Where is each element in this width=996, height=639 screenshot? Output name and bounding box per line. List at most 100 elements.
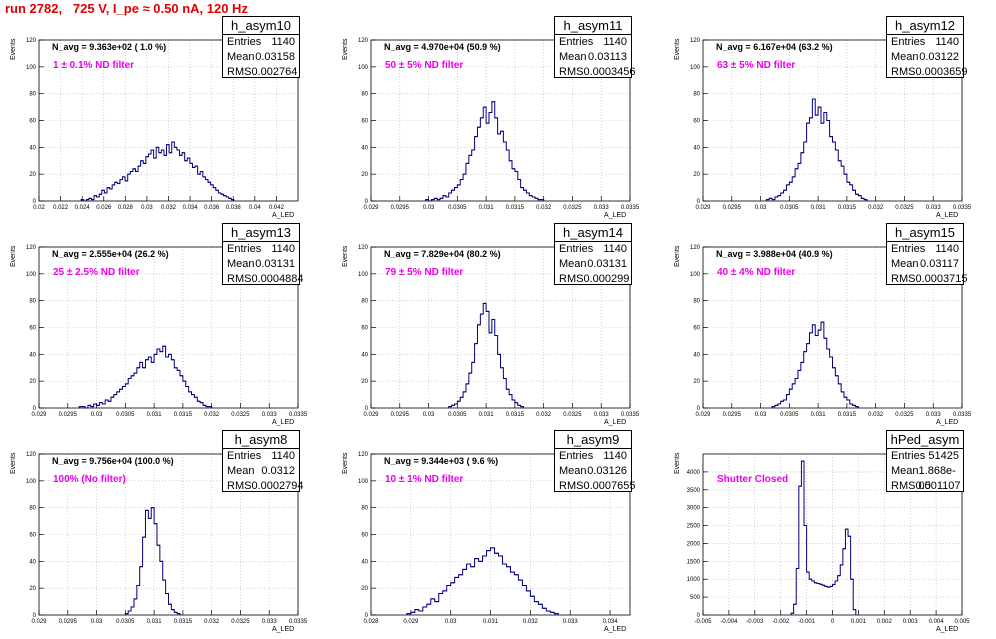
stats-title: h_asym12 [887, 17, 963, 35]
x-tick-label: 0.026 [96, 205, 112, 211]
x-axis-label: A_LED [604, 419, 627, 426]
y-tick-label: 100 [26, 272, 37, 278]
y-tick-label: 0 [33, 613, 37, 619]
y-tick-label: 0 [697, 199, 701, 205]
x-tick-label: 0.0315 [174, 619, 193, 625]
stats-row-rms: RMS 0.002764 [223, 65, 299, 80]
x-tick-label: 0.029 [403, 619, 419, 625]
x-tick-label: 0.033 [563, 619, 579, 625]
histogram-series [406, 547, 559, 615]
x-tick-label: 0.02 [33, 205, 45, 211]
x-tick-label: 0.031 [811, 412, 827, 418]
y-tick-label: 20 [29, 379, 36, 385]
stats-label-rms: RMS [559, 273, 584, 285]
x-tick-label: 0.0305 [448, 412, 467, 418]
histogram-plot: 0.029 0.0295 0.03 0.0305 0.031 0.0315 0.032 0.0… [690, 38, 972, 211]
x-tick-label: 0.032 [204, 412, 220, 418]
histogram-series [78, 345, 213, 409]
stats-row-entries: Entries 1140 [555, 35, 631, 50]
x-tick-label: 0.034 [183, 205, 199, 211]
y-tick-label: 100 [358, 65, 369, 71]
stats-row-mean: Mean 0.03117 [887, 257, 963, 272]
plot-frame [702, 246, 963, 409]
y-axis-label: Events [674, 38, 681, 60]
x-tick-label: 0.031 [479, 412, 495, 418]
y-tick-label: 80 [29, 299, 36, 305]
stats-label-entries: Entries [559, 243, 594, 255]
x-axis-label: A_LED [604, 212, 627, 219]
y-tick-label: 20 [361, 379, 368, 385]
stats-value-mean: 1.868e-05 [918, 465, 956, 492]
histogram-plot: 0.029 0.0295 0.03 0.0305 0.031 0.0315 0.032 0.0… [26, 245, 308, 418]
stats-value-entries: 1140 [603, 36, 627, 48]
y-tick-label: 1500 [687, 559, 701, 565]
stats-box: h_asym13 Entries 1140 Mean 0.03131 RMS 0.00048… [222, 223, 303, 285]
y-tick-label: 80 [693, 92, 700, 98]
x-axis-label: A_LED [936, 212, 959, 219]
stats-value-rms: 0.0003456 [583, 66, 636, 78]
y-axis-label: Events [674, 452, 681, 474]
x-tick-label: 0.0335 [289, 412, 308, 418]
y-tick-label: 20 [693, 379, 700, 385]
y-tick-label: 80 [29, 506, 36, 512]
y-tick-label: 60 [693, 119, 700, 125]
x-tick-label: 0 [831, 619, 835, 625]
stats-value-mean: 0.03113 [588, 51, 627, 63]
x-tick-label: -0.002 [772, 619, 790, 625]
x-tick-label: 0.033 [594, 412, 610, 418]
x-tick-label: 0.033 [262, 412, 278, 418]
stats-label-mean: Mean [891, 51, 919, 63]
x-tick-label: 0.03 [91, 619, 103, 625]
y-tick-label: 2500 [687, 524, 701, 530]
y-tick-label: 0 [365, 406, 369, 412]
stats-label-mean: Mean [891, 258, 919, 270]
y-tick-label: 4000 [687, 470, 701, 476]
y-tick-label: 40 [693, 352, 700, 358]
y-tick-label: 120 [26, 245, 37, 251]
stats-label-entries: Entries [891, 243, 926, 255]
x-tick-label: 0.0305 [116, 412, 135, 418]
x-tick-label: 0.003 [903, 619, 919, 625]
x-tick-label: 0.022 [53, 205, 69, 211]
plot-frame [702, 453, 963, 616]
x-tick-label: 0.031 [479, 205, 495, 211]
histogram-series [425, 101, 545, 202]
y-tick-label: 3500 [687, 488, 701, 494]
stats-label-entries: Entries [227, 243, 262, 255]
stats-row-mean: Mean 0.03131 [555, 257, 631, 272]
stats-box: h_asym15 Entries 1140 Mean 0.03117 RMS 0.00037… [886, 223, 967, 287]
histogram-panel-h_asym12: 0.029 0.0295 0.03 0.0305 0.031 0.0315 0.032 0.0… [664, 16, 996, 225]
filter-label: 40 ± 4% ND filter [717, 267, 796, 278]
x-tick-label: 0.03 [141, 205, 153, 211]
x-tick-label: 0.032 [536, 205, 552, 211]
y-tick-label: 120 [358, 245, 369, 251]
x-tick-label: 0.0305 [780, 205, 799, 211]
stats-value-rms: 0.0007655 [583, 480, 636, 492]
stats-row-rms: RMS 0.0003715 [887, 272, 967, 287]
y-tick-label: 40 [361, 352, 368, 358]
x-tick-label: -0.004 [720, 619, 738, 625]
x-axis-label: A_LED [272, 626, 295, 633]
y-tick-label: 80 [361, 92, 368, 98]
stats-value-entries: 1140 [603, 243, 627, 255]
stats-value-entries: 51425 [928, 450, 959, 462]
stats-row-mean: Mean 0.03122 [887, 50, 963, 65]
x-tick-label: 0.0325 [895, 412, 914, 418]
histogram-plot: 0.029 0.0295 0.03 0.0305 0.031 0.0315 0.032 0.0… [358, 245, 640, 418]
stats-row-entries: Entries 1140 [887, 242, 963, 257]
x-axis-label: A_LED [272, 212, 295, 219]
y-tick-label: 120 [26, 38, 37, 44]
stats-row-rms: RMS 0.000299 [555, 272, 631, 287]
plot-frame [38, 246, 299, 409]
y-tick-label: 0 [365, 613, 369, 619]
x-tick-label: 0.029 [695, 412, 711, 418]
x-tick-label: 0.024 [75, 205, 91, 211]
histogram-panel-h_asym14: 0.029 0.0295 0.03 0.0305 0.031 0.0315 0.032 0.0… [332, 223, 664, 432]
stats-title: h_asym9 [555, 431, 631, 449]
n-avg-label: N_avg = 9.756e+04 (100.0 %) [52, 456, 174, 466]
stats-value-mean: 0.03117 [920, 258, 959, 270]
histogram-series [80, 141, 235, 202]
x-tick-label: 0.004 [929, 619, 945, 625]
x-tick-label: 0.03 [755, 205, 767, 211]
plot-frame [702, 39, 963, 202]
